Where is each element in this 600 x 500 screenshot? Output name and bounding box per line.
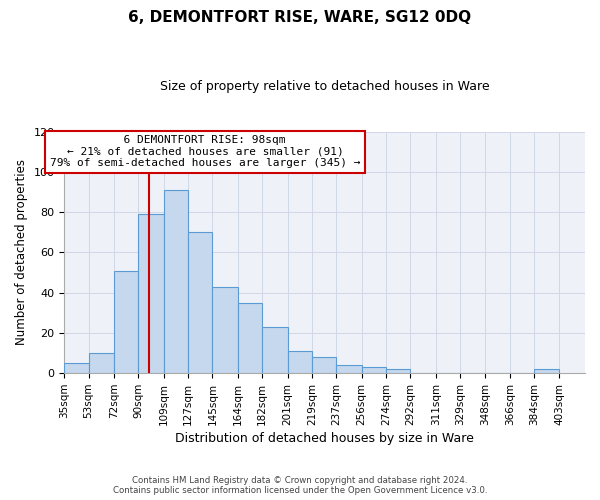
Bar (336, 365, 362, 373)
Bar (114, 270, 139, 373)
Bar (212, 286, 238, 373)
Text: 6 DEMONTFORT RISE: 98sqm  
← 21% of detached houses are smaller (91)
79% of semi: 6 DEMONTFORT RISE: 98sqm ← 21% of detach… (50, 136, 360, 168)
Bar (188, 232, 212, 373)
Text: Contains HM Land Registry data © Crown copyright and database right 2024.
Contai: Contains HM Land Registry data © Crown c… (113, 476, 487, 495)
Bar (312, 357, 336, 373)
Bar (64, 363, 89, 373)
Bar (534, 369, 559, 373)
Bar (164, 190, 188, 373)
Bar (362, 367, 386, 373)
Bar (238, 303, 262, 373)
Text: 6, DEMONTFORT RISE, WARE, SG12 0DQ: 6, DEMONTFORT RISE, WARE, SG12 0DQ (128, 10, 472, 25)
Title: Size of property relative to detached houses in Ware: Size of property relative to detached ho… (160, 80, 490, 93)
Bar (89, 353, 114, 373)
Y-axis label: Number of detached properties: Number of detached properties (15, 160, 28, 346)
Bar (139, 214, 164, 373)
X-axis label: Distribution of detached houses by size in Ware: Distribution of detached houses by size … (175, 432, 474, 445)
Bar (386, 369, 410, 373)
Bar (262, 327, 288, 373)
Bar (288, 351, 312, 373)
